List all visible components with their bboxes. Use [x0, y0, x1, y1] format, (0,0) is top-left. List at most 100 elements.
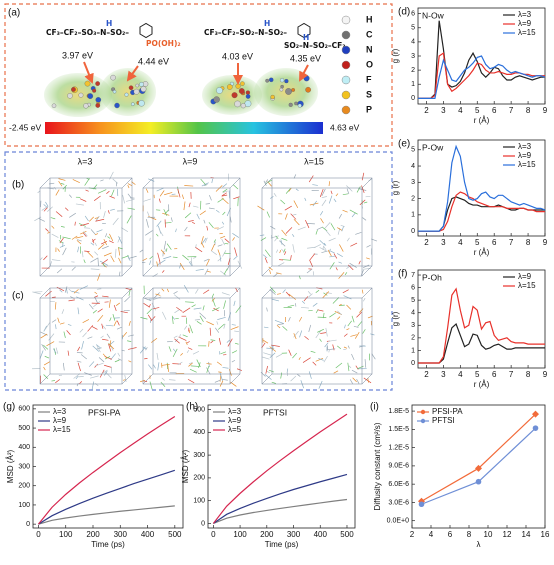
series-line — [418, 144, 546, 232]
molecule-segment — [203, 219, 206, 224]
molecule-segment — [140, 317, 148, 320]
y-tick-label: 0 — [201, 520, 205, 527]
x-tick-label: 3 — [441, 106, 446, 115]
y-tick-label: 0 — [411, 228, 415, 235]
molecule-segment — [122, 194, 125, 204]
formula-h: H — [106, 19, 112, 28]
molecule-segment — [188, 362, 193, 367]
element-swatch — [341, 15, 351, 25]
y-tick-label: 0 — [26, 521, 30, 528]
molecule-segment — [317, 328, 325, 333]
legend-label: λ=3 — [518, 10, 532, 19]
molecule-segment — [188, 329, 191, 334]
molecule-segment — [356, 311, 362, 318]
molecule-segment — [156, 187, 164, 192]
molecule-segment — [357, 321, 363, 327]
molecule-segment — [75, 375, 79, 380]
molecule-segment — [72, 179, 80, 183]
panel-label: (c) — [12, 291, 24, 302]
molecule-segment — [328, 195, 333, 204]
molecule-segment — [43, 361, 50, 366]
molecule-segment — [83, 231, 88, 237]
molecule-segment — [305, 219, 310, 229]
molecule-segment — [318, 380, 323, 389]
x-tick-label: 5 — [475, 238, 480, 247]
molecule-segment — [214, 379, 221, 383]
molecule-segment — [41, 205, 49, 211]
atom — [131, 102, 135, 106]
molecule-segment — [106, 333, 111, 339]
molecule-segment — [275, 353, 283, 358]
molecule-segment — [203, 289, 210, 294]
molecule-segment — [279, 249, 282, 254]
molecule-segment — [324, 342, 329, 348]
molecule-segment — [263, 180, 267, 186]
molecule-segment — [112, 313, 116, 321]
molecule-segment — [157, 259, 166, 266]
molecule-segment — [189, 324, 193, 334]
molecule-segment — [280, 239, 283, 245]
molecule-segment — [63, 331, 66, 338]
molecule-segment — [94, 362, 104, 367]
molecule-segment — [79, 285, 89, 290]
molecule-segment — [128, 289, 131, 296]
x-axis-label: r (Å) — [474, 116, 490, 125]
molecule-segment — [66, 288, 68, 294]
molecule-segment — [118, 247, 121, 256]
molecule-segment — [87, 325, 94, 332]
molecule-segment — [196, 213, 200, 220]
molecule-segment — [96, 229, 103, 233]
molecule-segment — [319, 188, 324, 198]
molecule-segment — [94, 233, 99, 236]
molecule-segment — [371, 353, 376, 360]
box-edge — [39, 297, 123, 385]
molecule-segment — [319, 211, 324, 216]
molecule-segment — [265, 179, 269, 183]
molecule-segment — [128, 321, 131, 326]
molecule-segment — [358, 260, 361, 265]
atom — [71, 87, 76, 92]
molecule-segment — [299, 330, 303, 338]
molecule-segment — [268, 266, 273, 271]
molecule-segment — [232, 237, 235, 241]
molecule-segment — [293, 219, 300, 226]
marker — [475, 478, 482, 485]
molecule-segment — [76, 383, 79, 387]
molecule-segment — [77, 362, 81, 372]
molecule-segment — [99, 260, 108, 266]
molecule-segment — [80, 354, 87, 360]
molecule-segment — [97, 273, 101, 281]
y-tick-label: 1.2E-5 — [388, 444, 409, 451]
molecule-segment — [353, 325, 359, 328]
atom — [112, 89, 117, 94]
molecule-segment — [285, 227, 293, 234]
y-tick-label: 0.0E+0 — [387, 518, 409, 525]
molecule-segment — [346, 237, 350, 242]
molecule-segment — [219, 380, 224, 387]
colorbar-min: -2.45 eV — [9, 122, 41, 132]
x-tick-label: 3 — [441, 370, 446, 379]
molecule-segment — [213, 307, 219, 312]
x-tick-label: 12 — [503, 530, 512, 539]
molecule-segment — [115, 302, 121, 306]
molecule-segment — [231, 350, 238, 354]
molecule-segment — [171, 315, 174, 325]
molecule-segment — [338, 213, 342, 219]
box-edge — [121, 177, 133, 189]
y-tick-label: 6.0E-6 — [388, 481, 409, 488]
molecule-segment — [234, 342, 239, 345]
molecule-segment — [346, 185, 353, 192]
molecule-segment — [69, 212, 76, 218]
molecule-segment — [96, 347, 102, 350]
molecule-segment — [303, 296, 309, 302]
atom — [216, 87, 223, 94]
x-tick-label: 10 — [484, 530, 493, 539]
molecule-segment — [96, 288, 102, 290]
molecule-segment — [40, 333, 48, 339]
molecule-segment — [199, 210, 206, 216]
molecule-segment — [312, 184, 318, 186]
plot-frame — [417, 269, 546, 369]
molecule-segment — [297, 374, 301, 377]
molecule-segment — [206, 363, 212, 365]
x-tick-label: 0 — [211, 530, 216, 539]
